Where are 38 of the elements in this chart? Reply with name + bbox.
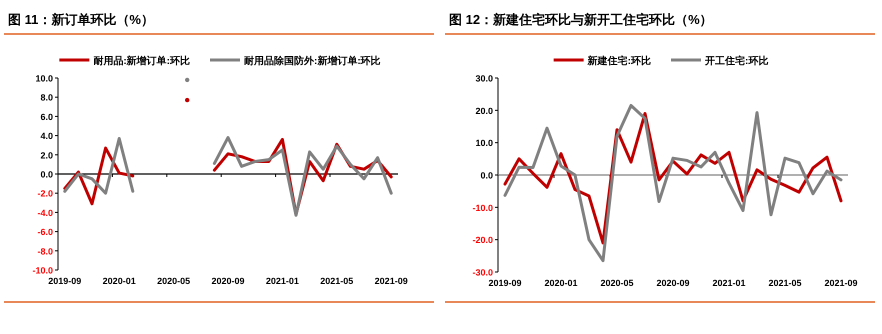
- y-tick-label: 10.0: [35, 74, 53, 84]
- x-tick-label: 2020-09: [656, 278, 690, 288]
- legend-label: 新建住宅:环比: [586, 55, 651, 67]
- legend-label: 耐用品:新增订单:环比: [93, 55, 190, 67]
- y-tick-label: -10.0: [32, 266, 53, 276]
- x-tick-label: 2021-09: [824, 278, 858, 288]
- x-tick-label: 2021-01: [712, 278, 746, 288]
- y-tick-label: 2.0: [40, 150, 53, 160]
- y-tick-label: 8.0: [40, 92, 53, 103]
- x-tick-label: 2021-05: [768, 278, 802, 288]
- legend-label: 耐用品除国防外:新增订单:环比: [244, 55, 381, 67]
- x-tick-label: 2021-01: [266, 276, 299, 286]
- x-tick-label: 2020-09: [211, 276, 245, 286]
- y-tick-label: -20.0: [472, 235, 493, 246]
- y-tick-label: -4.0: [37, 208, 53, 218]
- x-tick-label: 2021-05: [320, 276, 354, 286]
- chart-title: 图 12：新建住宅环比与新开工住宅环比（%）: [449, 12, 713, 27]
- legend-label: 开工住宅:环比: [704, 55, 768, 67]
- x-tick-label: 2021-09: [374, 276, 408, 286]
- x-tick-label: 2020-01: [544, 278, 578, 288]
- y-tick-label: 10.0: [475, 138, 493, 148]
- y-tick-label: 6.0: [40, 112, 53, 122]
- y-tick-label: 0.0: [480, 170, 493, 180]
- x-tick-label: 2020-05: [600, 278, 634, 288]
- x-tick-label: 2019-09: [488, 278, 522, 288]
- y-tick-label: -30.0: [472, 268, 493, 278]
- y-tick-label: 20.0: [475, 106, 493, 116]
- chart-title: 图 11：新订单环比（%）: [8, 12, 154, 27]
- y-tick-label: 4.0: [40, 131, 53, 142]
- x-tick-label: 2019-09: [48, 276, 82, 286]
- y-tick-label: -6.0: [37, 227, 53, 238]
- y-tick-label: 0.0: [40, 170, 53, 180]
- y-tick-label: 30.0: [475, 74, 493, 84]
- y-tick-label: -2.0: [37, 188, 53, 199]
- y-tick-label: -10.0: [472, 202, 493, 213]
- y-tick-label: -8.0: [37, 246, 53, 256]
- x-tick-label: 2020-01: [102, 276, 136, 286]
- x-tick-label: 2020-05: [157, 276, 190, 286]
